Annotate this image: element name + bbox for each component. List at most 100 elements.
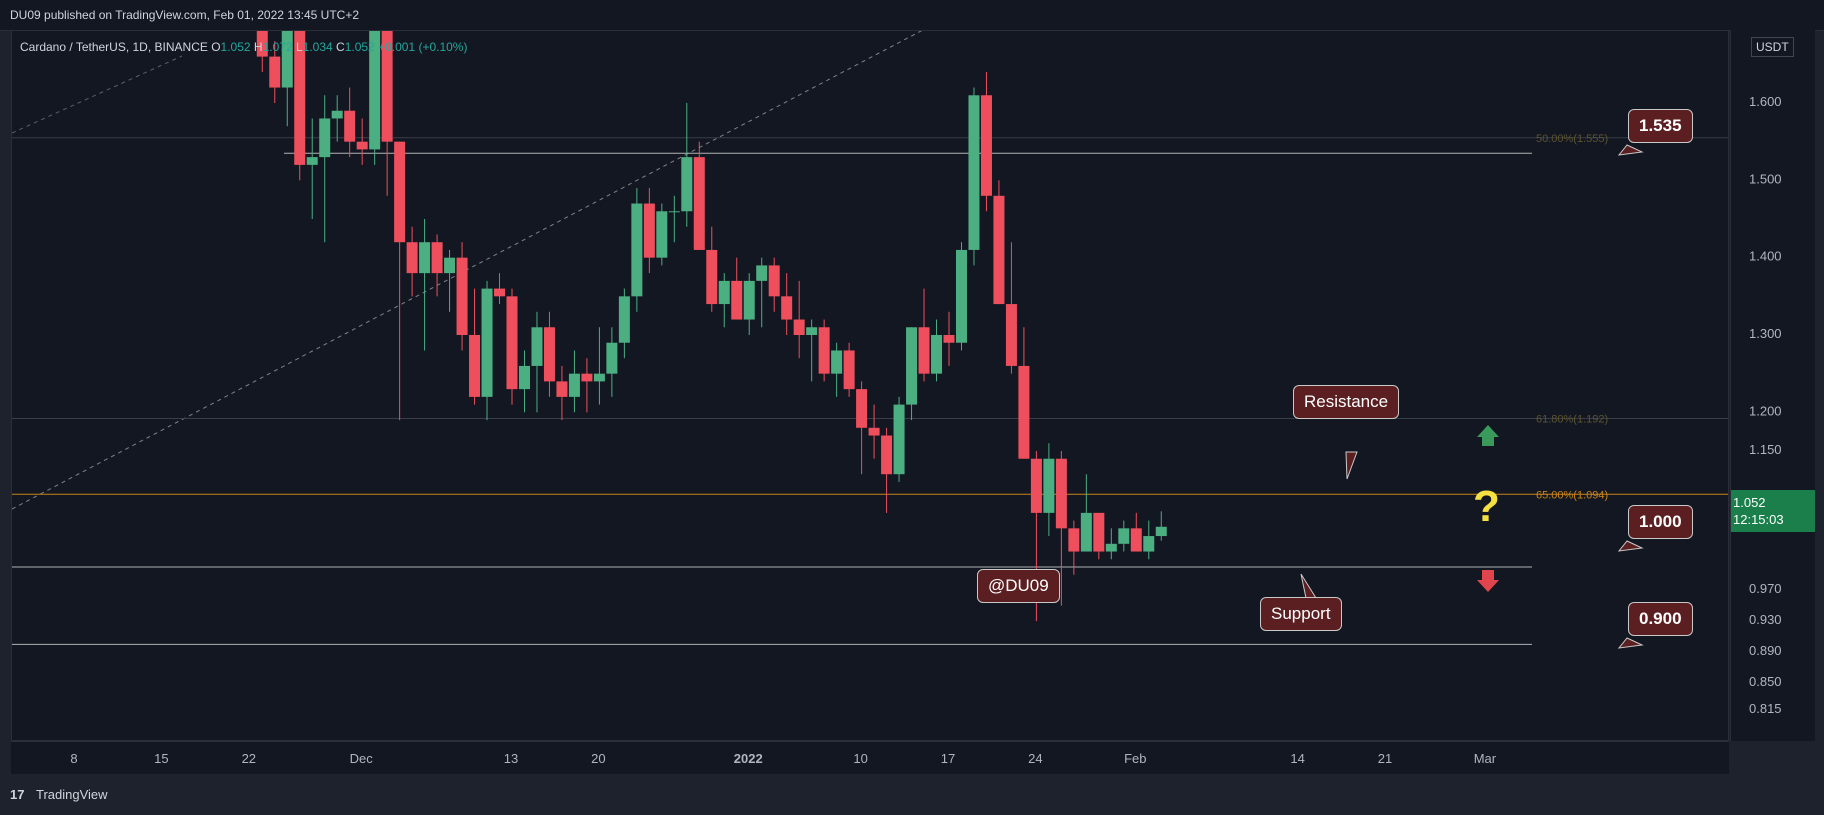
candle-body-62	[1030, 458, 1042, 513]
trendline-dashed-upper	[12, 55, 183, 134]
candle-body-58	[980, 95, 992, 196]
arrow-up-icon	[1477, 425, 1499, 437]
price-tag-1000-value: 1.000	[1639, 512, 1682, 531]
question-mark: ?	[1473, 482, 1500, 531]
candle-body-25	[568, 373, 580, 397]
fib-label-0: 50.00%(1.555)	[1536, 133, 1608, 145]
candle-body-57	[968, 95, 980, 250]
candle-body-5	[319, 118, 331, 158]
tag-0900-pointer	[1617, 637, 1644, 649]
candle-body-8	[356, 141, 368, 150]
candle-body-37	[718, 280, 730, 305]
candle-body-34	[681, 157, 693, 212]
candle-body-9	[369, 31, 381, 150]
candle-body-54	[931, 335, 943, 374]
price-tick-2: 1.500	[1749, 171, 1782, 186]
time-tick-5: 20	[591, 751, 605, 766]
price-axis[interactable]: 1.6001.5001.4001.3001.2001.1501.0900.970…	[1730, 30, 1815, 741]
candle-body-45	[818, 327, 830, 374]
candle-body-10	[381, 31, 393, 142]
price-tick-3: 1.400	[1749, 249, 1782, 264]
candle-body-13	[419, 242, 431, 274]
high-label: H	[253, 40, 263, 54]
low-label: L	[295, 40, 303, 54]
last-price-tag: 1.052 12:15:03	[1731, 490, 1815, 532]
time-axis[interactable]: 8 15 22 Dec 13 20 2022 10 17 24 Feb 14 21 Mar	[11, 741, 1729, 774]
candle-body-6	[331, 110, 343, 119]
change-value: +0.001 (+0.10%)	[378, 40, 468, 54]
price-tick-6: 1.150	[1749, 442, 1782, 457]
candle-body-14	[431, 242, 443, 274]
chart-area[interactable]: 50.00%(1.555) 61.80%(1.192) 65.00%(1.094)	[11, 30, 1729, 741]
time-tick-4: 13	[504, 751, 518, 766]
candle-body-72	[1155, 526, 1167, 537]
candle-body-61	[1018, 365, 1030, 459]
candle-body-29	[618, 296, 630, 343]
candle-body-19	[494, 288, 506, 297]
countdown: 12:15:03	[1733, 512, 1784, 527]
price-tick-12: 0.815	[1749, 701, 1782, 716]
candle-body-18	[481, 288, 493, 397]
symbol-info: Cardano / TetherUS, 1D, BINANCE O1.052 H…	[20, 40, 467, 54]
candle-body-28	[606, 342, 618, 374]
candle-body-4	[306, 157, 318, 165]
candle-body-21	[518, 365, 530, 390]
time-tick-1: 15	[154, 751, 168, 766]
symbol-name: Cardano / TetherUS, 1D, BINANCE	[20, 40, 208, 54]
candle-body-15	[444, 257, 456, 274]
time-tick-11: 14	[1290, 751, 1304, 766]
resistance-label: Resistance	[1304, 392, 1389, 411]
arrow-up-stem	[1482, 436, 1494, 446]
candle-body-3	[294, 31, 306, 165]
time-tick-8: 17	[941, 751, 955, 766]
resistance-pointer	[1345, 451, 1358, 480]
candle-body-56	[955, 249, 967, 343]
candle-body-12	[406, 242, 418, 274]
arrow-down-stem	[1482, 570, 1494, 580]
candle-body-53	[918, 327, 930, 374]
candle-body-40	[756, 265, 768, 281]
candle-body-69	[1118, 528, 1130, 544]
price-tick-9: 0.930	[1749, 612, 1782, 627]
price-tag-1535: 1.535	[1628, 109, 1693, 143]
candle-body-60	[1005, 304, 1017, 366]
footer-brand: TradingView	[36, 787, 108, 802]
fib-label-1: 61.80%(1.192)	[1536, 414, 1608, 426]
candle-body-65	[1068, 528, 1080, 552]
price-tick-10: 0.890	[1749, 643, 1782, 658]
last-price-value: 1.052	[1733, 495, 1766, 510]
candle-body-66	[1080, 512, 1092, 552]
candle-body-68	[1105, 543, 1117, 552]
support-callout: Support	[1260, 597, 1342, 631]
price-tag-1535-value: 1.535	[1639, 116, 1682, 135]
price-tick-1: 1.600	[1749, 94, 1782, 109]
candle-body-16	[456, 257, 468, 335]
high-value: 1.072	[262, 40, 293, 54]
support-pointer	[1300, 573, 1317, 599]
support-label: Support	[1271, 604, 1331, 623]
candle-body-43	[793, 319, 805, 335]
candle-body-22	[531, 327, 543, 366]
price-tag-0900-value: 0.900	[1639, 609, 1682, 628]
candle-body-32	[656, 211, 668, 258]
resistance-callout: Resistance	[1293, 385, 1400, 419]
time-tick-3: Dec	[350, 751, 374, 766]
candle-body-11	[394, 141, 406, 243]
price-tag-0900: 0.900	[1628, 602, 1693, 636]
candle-body-2	[281, 31, 293, 88]
candle-body-55	[943, 335, 955, 343]
candle-body-33	[668, 211, 680, 213]
candle-body-36	[706, 249, 718, 305]
candle-body-26	[581, 373, 593, 382]
candle-body-38	[731, 280, 743, 320]
candlestick-chart[interactable]: 50.00%(1.555) 61.80%(1.192) 65.00%(1.094)	[12, 31, 1728, 740]
candle-body-63	[1043, 458, 1055, 513]
candle-body-59	[993, 195, 1005, 305]
open-value: 1.052	[220, 40, 251, 54]
price-tag-1000: 1.000	[1628, 505, 1693, 539]
watermark-callout: @DU09	[977, 569, 1060, 603]
candle-body-30	[631, 203, 643, 297]
candle-body-67	[1093, 512, 1105, 552]
candle-body-49	[868, 427, 880, 436]
candle-body-41	[768, 265, 780, 297]
